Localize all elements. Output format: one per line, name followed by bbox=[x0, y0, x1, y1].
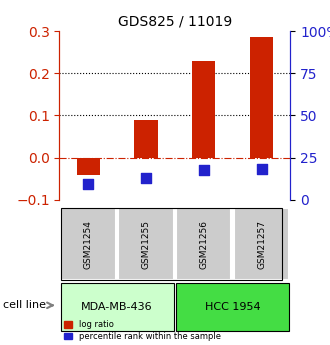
FancyBboxPatch shape bbox=[176, 208, 231, 280]
Point bbox=[259, 166, 264, 171]
Point bbox=[143, 175, 148, 181]
Text: GSM21255: GSM21255 bbox=[142, 220, 150, 269]
FancyBboxPatch shape bbox=[176, 283, 289, 331]
Point bbox=[85, 181, 91, 186]
Bar bbox=[192, 61, 215, 158]
FancyBboxPatch shape bbox=[60, 283, 174, 331]
Title: GDS825 / 11019: GDS825 / 11019 bbox=[118, 14, 232, 29]
FancyBboxPatch shape bbox=[234, 208, 289, 280]
Text: GSM21256: GSM21256 bbox=[199, 220, 208, 269]
Point bbox=[201, 168, 207, 173]
Text: GSM21257: GSM21257 bbox=[257, 220, 266, 269]
Text: GSM21254: GSM21254 bbox=[84, 220, 93, 268]
Bar bbox=[250, 37, 273, 158]
Text: cell line: cell line bbox=[3, 300, 46, 310]
FancyBboxPatch shape bbox=[60, 208, 116, 280]
Text: HCC 1954: HCC 1954 bbox=[205, 302, 260, 312]
Legend: log ratio, percentile rank within the sample: log ratio, percentile rank within the sa… bbox=[64, 321, 220, 341]
Bar bbox=[77, 158, 100, 175]
FancyBboxPatch shape bbox=[118, 208, 174, 280]
Text: MDA-MB-436: MDA-MB-436 bbox=[81, 302, 153, 312]
Bar bbox=[135, 120, 158, 158]
